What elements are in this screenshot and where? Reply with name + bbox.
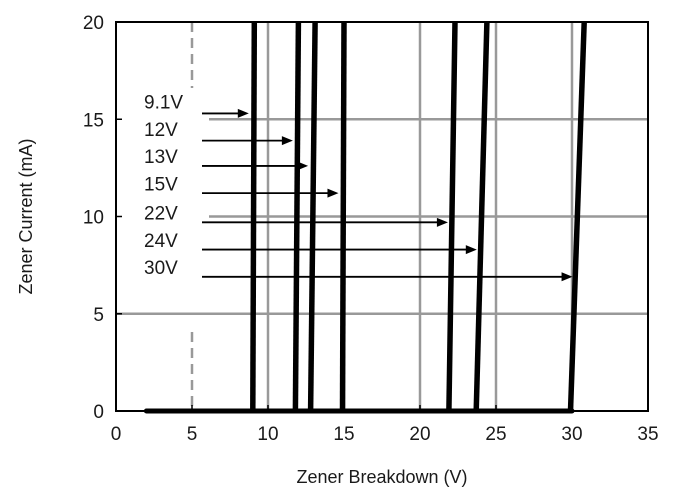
- callout-arrow-head: [561, 272, 573, 282]
- series-label: 30V: [144, 258, 178, 279]
- axis-ticks: 0 5 10 15 20 25 30 35 0 5 10 15 20: [83, 13, 659, 445]
- callout-arrow-head: [237, 108, 249, 118]
- x-tick-label: 20: [409, 424, 430, 445]
- series-label: 24V: [144, 231, 178, 252]
- callout-arrow-head: [327, 188, 339, 198]
- series-line: [567, 21, 587, 412]
- series-label: 13V: [144, 147, 178, 168]
- series-line: [339, 21, 347, 412]
- series-line: [250, 21, 258, 412]
- x-tick-label: 0: [111, 424, 122, 445]
- grid: [116, 22, 648, 411]
- series-label: 22V: [144, 204, 178, 225]
- series-line: [307, 21, 318, 412]
- y-tick-label: 0: [93, 402, 104, 423]
- series-label: 9.1V: [144, 93, 183, 114]
- y-tick-label: 10: [83, 208, 104, 229]
- callout-arrow-head: [436, 217, 448, 227]
- x-tick-label: 5: [187, 424, 198, 445]
- series-line: [446, 21, 458, 412]
- series-lines: [250, 21, 587, 412]
- series-line: [473, 21, 490, 412]
- x-tick-label: 35: [637, 424, 658, 445]
- y-tick-label: 5: [93, 305, 104, 326]
- y-tick-label: 15: [83, 110, 104, 131]
- series-label: 15V: [144, 174, 178, 195]
- x-tick-label: 15: [333, 424, 354, 445]
- y-axis-title: Zener Current (mA): [16, 138, 36, 294]
- series-label: 12V: [144, 120, 178, 141]
- x-tick-label: 30: [561, 424, 582, 445]
- x-axis-title: Zener Breakdown (V): [296, 467, 467, 487]
- callout-arrow-head: [465, 245, 477, 255]
- series-callouts: 9.1V 12V 13V 15V 22V 24V 30V: [144, 93, 573, 282]
- callout-arrow-head: [297, 161, 309, 171]
- x-tick-label: 10: [257, 424, 278, 445]
- x-tick-label: 25: [485, 424, 506, 445]
- y-tick-label: 20: [83, 13, 104, 34]
- callout-arrow-head: [281, 136, 293, 146]
- series-line: [292, 21, 302, 412]
